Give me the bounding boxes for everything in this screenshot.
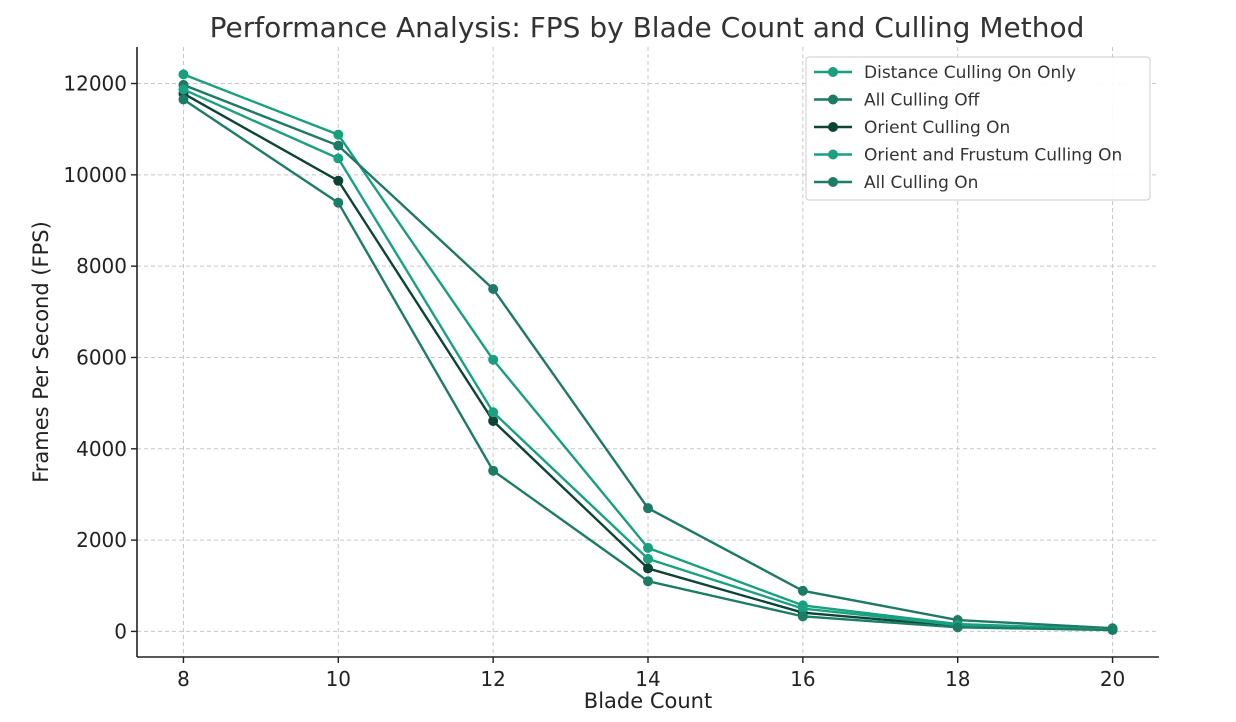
series-4 (178, 94, 1118, 636)
y-axis-label: Frames Per Second (FPS) (29, 221, 53, 483)
y-axis-ticks: 0 2000 4000 6000 8000 10000 12000 (63, 72, 137, 643)
data-point (643, 563, 653, 574)
legend-label: All Culling Off (864, 91, 981, 111)
legend-item: All Culling On (814, 173, 978, 193)
data-point (488, 465, 499, 476)
data-point (797, 603, 808, 614)
y-tick-label: 2000 (76, 528, 127, 552)
x-tick-label: 18 (945, 667, 970, 691)
data-point (488, 415, 499, 426)
legend-item: Orient Culling On (814, 118, 1010, 138)
x-axis-label: Blade Count (584, 689, 712, 713)
legend-item: All Culling Off (814, 91, 981, 111)
data-point (333, 129, 344, 140)
y-tick-label: 12000 (63, 72, 127, 96)
legend-item: Distance Culling On Only (814, 63, 1076, 83)
data-point (333, 197, 344, 208)
x-tick-label: 16 (790, 667, 815, 691)
x-tick-label: 10 (326, 667, 351, 691)
data-point (643, 503, 653, 514)
legend: Distance Culling On Only All Culling Off O… (805, 56, 1151, 201)
x-tick-label: 20 (1100, 667, 1125, 691)
legend-item: Orient and Frustum Culling On (814, 146, 1122, 166)
data-point (797, 611, 808, 622)
legend-marker (828, 177, 838, 187)
legend-marker (828, 149, 838, 160)
legend-marker (828, 94, 838, 105)
legend-marker (828, 122, 838, 132)
data-point (1107, 625, 1118, 636)
chart-title: Performance Analysis: FPS by Blade Count… (210, 11, 1085, 44)
legend-marker (828, 67, 838, 77)
legend-label: Orient Culling On (864, 118, 1010, 138)
x-tick-label: 14 (635, 667, 660, 691)
series-layer (178, 69, 1118, 636)
data-point (178, 84, 189, 95)
y-tick-label: 8000 (76, 254, 127, 278)
data-point (178, 94, 189, 105)
data-point (952, 622, 963, 633)
legend-label: Distance Culling On Only (864, 63, 1076, 83)
y-tick-label: 6000 (76, 345, 127, 369)
data-point (488, 407, 499, 418)
data-point (333, 140, 344, 151)
y-tick-label: 4000 (76, 437, 127, 461)
data-point (178, 69, 189, 80)
data-point (333, 153, 344, 164)
data-point (333, 175, 344, 186)
data-point (643, 542, 653, 553)
data-point (488, 283, 499, 294)
x-tick-label: 12 (480, 667, 505, 691)
data-point (797, 585, 808, 596)
data-point (488, 354, 499, 365)
legend-label: Orient and Frustum Culling On (864, 146, 1122, 166)
legend-box (805, 56, 1151, 201)
grid-lines (137, 47, 1159, 657)
y-tick-label: 10000 (63, 163, 127, 187)
x-axis-ticks: 8 10 12 14 16 18 20 (177, 657, 1125, 691)
data-point (643, 553, 653, 564)
legend-label: All Culling On (864, 173, 978, 193)
x-tick-label: 8 (177, 667, 190, 691)
y-tick-label: 0 (114, 619, 127, 643)
data-point (643, 576, 653, 587)
